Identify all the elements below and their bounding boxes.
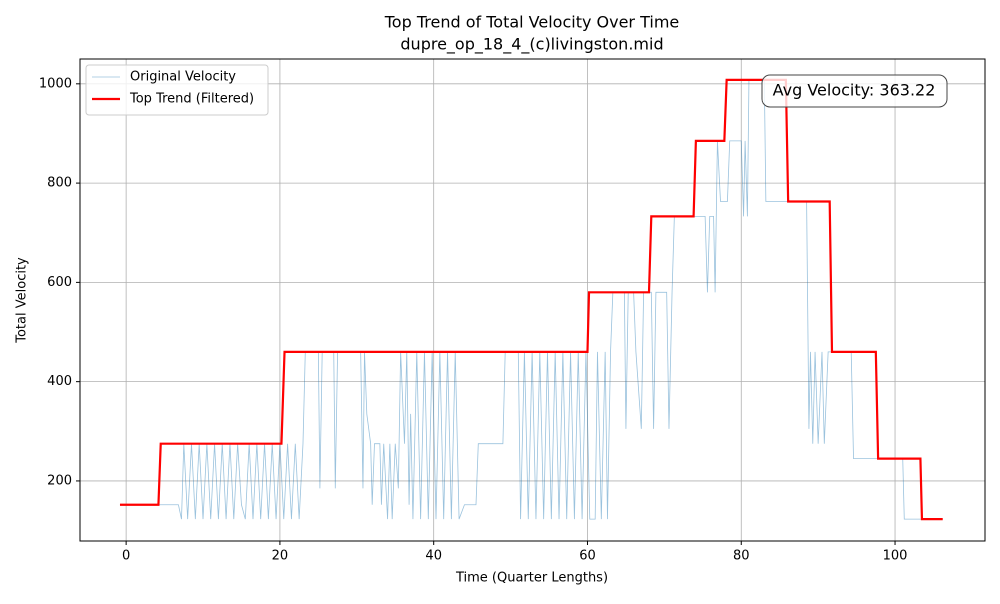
legend-label: Top Trend (Filtered) <box>129 92 254 107</box>
chart-title: Top Trend of Total Velocity Over Time <box>384 13 680 32</box>
series-line <box>119 78 943 521</box>
x-tick-label: 60 <box>579 549 596 564</box>
x-tick-label: 100 <box>883 549 908 564</box>
y-tick-label: 400 <box>47 374 72 389</box>
series-line <box>119 79 943 520</box>
y-tick-label: 600 <box>47 275 72 290</box>
annotation-text: Avg Velocity: 363.22 <box>773 81 936 100</box>
x-tick-label: 20 <box>272 549 289 564</box>
annotation-box <box>761 74 948 108</box>
x-tick-label: 80 <box>733 549 750 564</box>
y-tick-label: 800 <box>47 176 72 191</box>
annotation: Avg Velocity: 363.22 <box>761 74 948 108</box>
legend: Original Velocity Top Trend (Filtered) <box>85 64 269 116</box>
plot-frame <box>79 58 986 542</box>
legend-label: Original Velocity <box>130 70 236 85</box>
legend-box <box>85 64 269 116</box>
x-tick-label: 0 <box>122 549 130 564</box>
x-axis-label: Time (Quarter Lengths) <box>455 571 608 586</box>
y-tick-label: 1000 <box>39 76 72 91</box>
x-tick-label: 40 <box>425 549 442 564</box>
chart-subtitle: dupre_op_18_4_(c)livingston.mid <box>400 35 663 55</box>
y-tick-label: 200 <box>47 473 72 488</box>
y-axis-label: Total Velocity <box>15 257 30 344</box>
